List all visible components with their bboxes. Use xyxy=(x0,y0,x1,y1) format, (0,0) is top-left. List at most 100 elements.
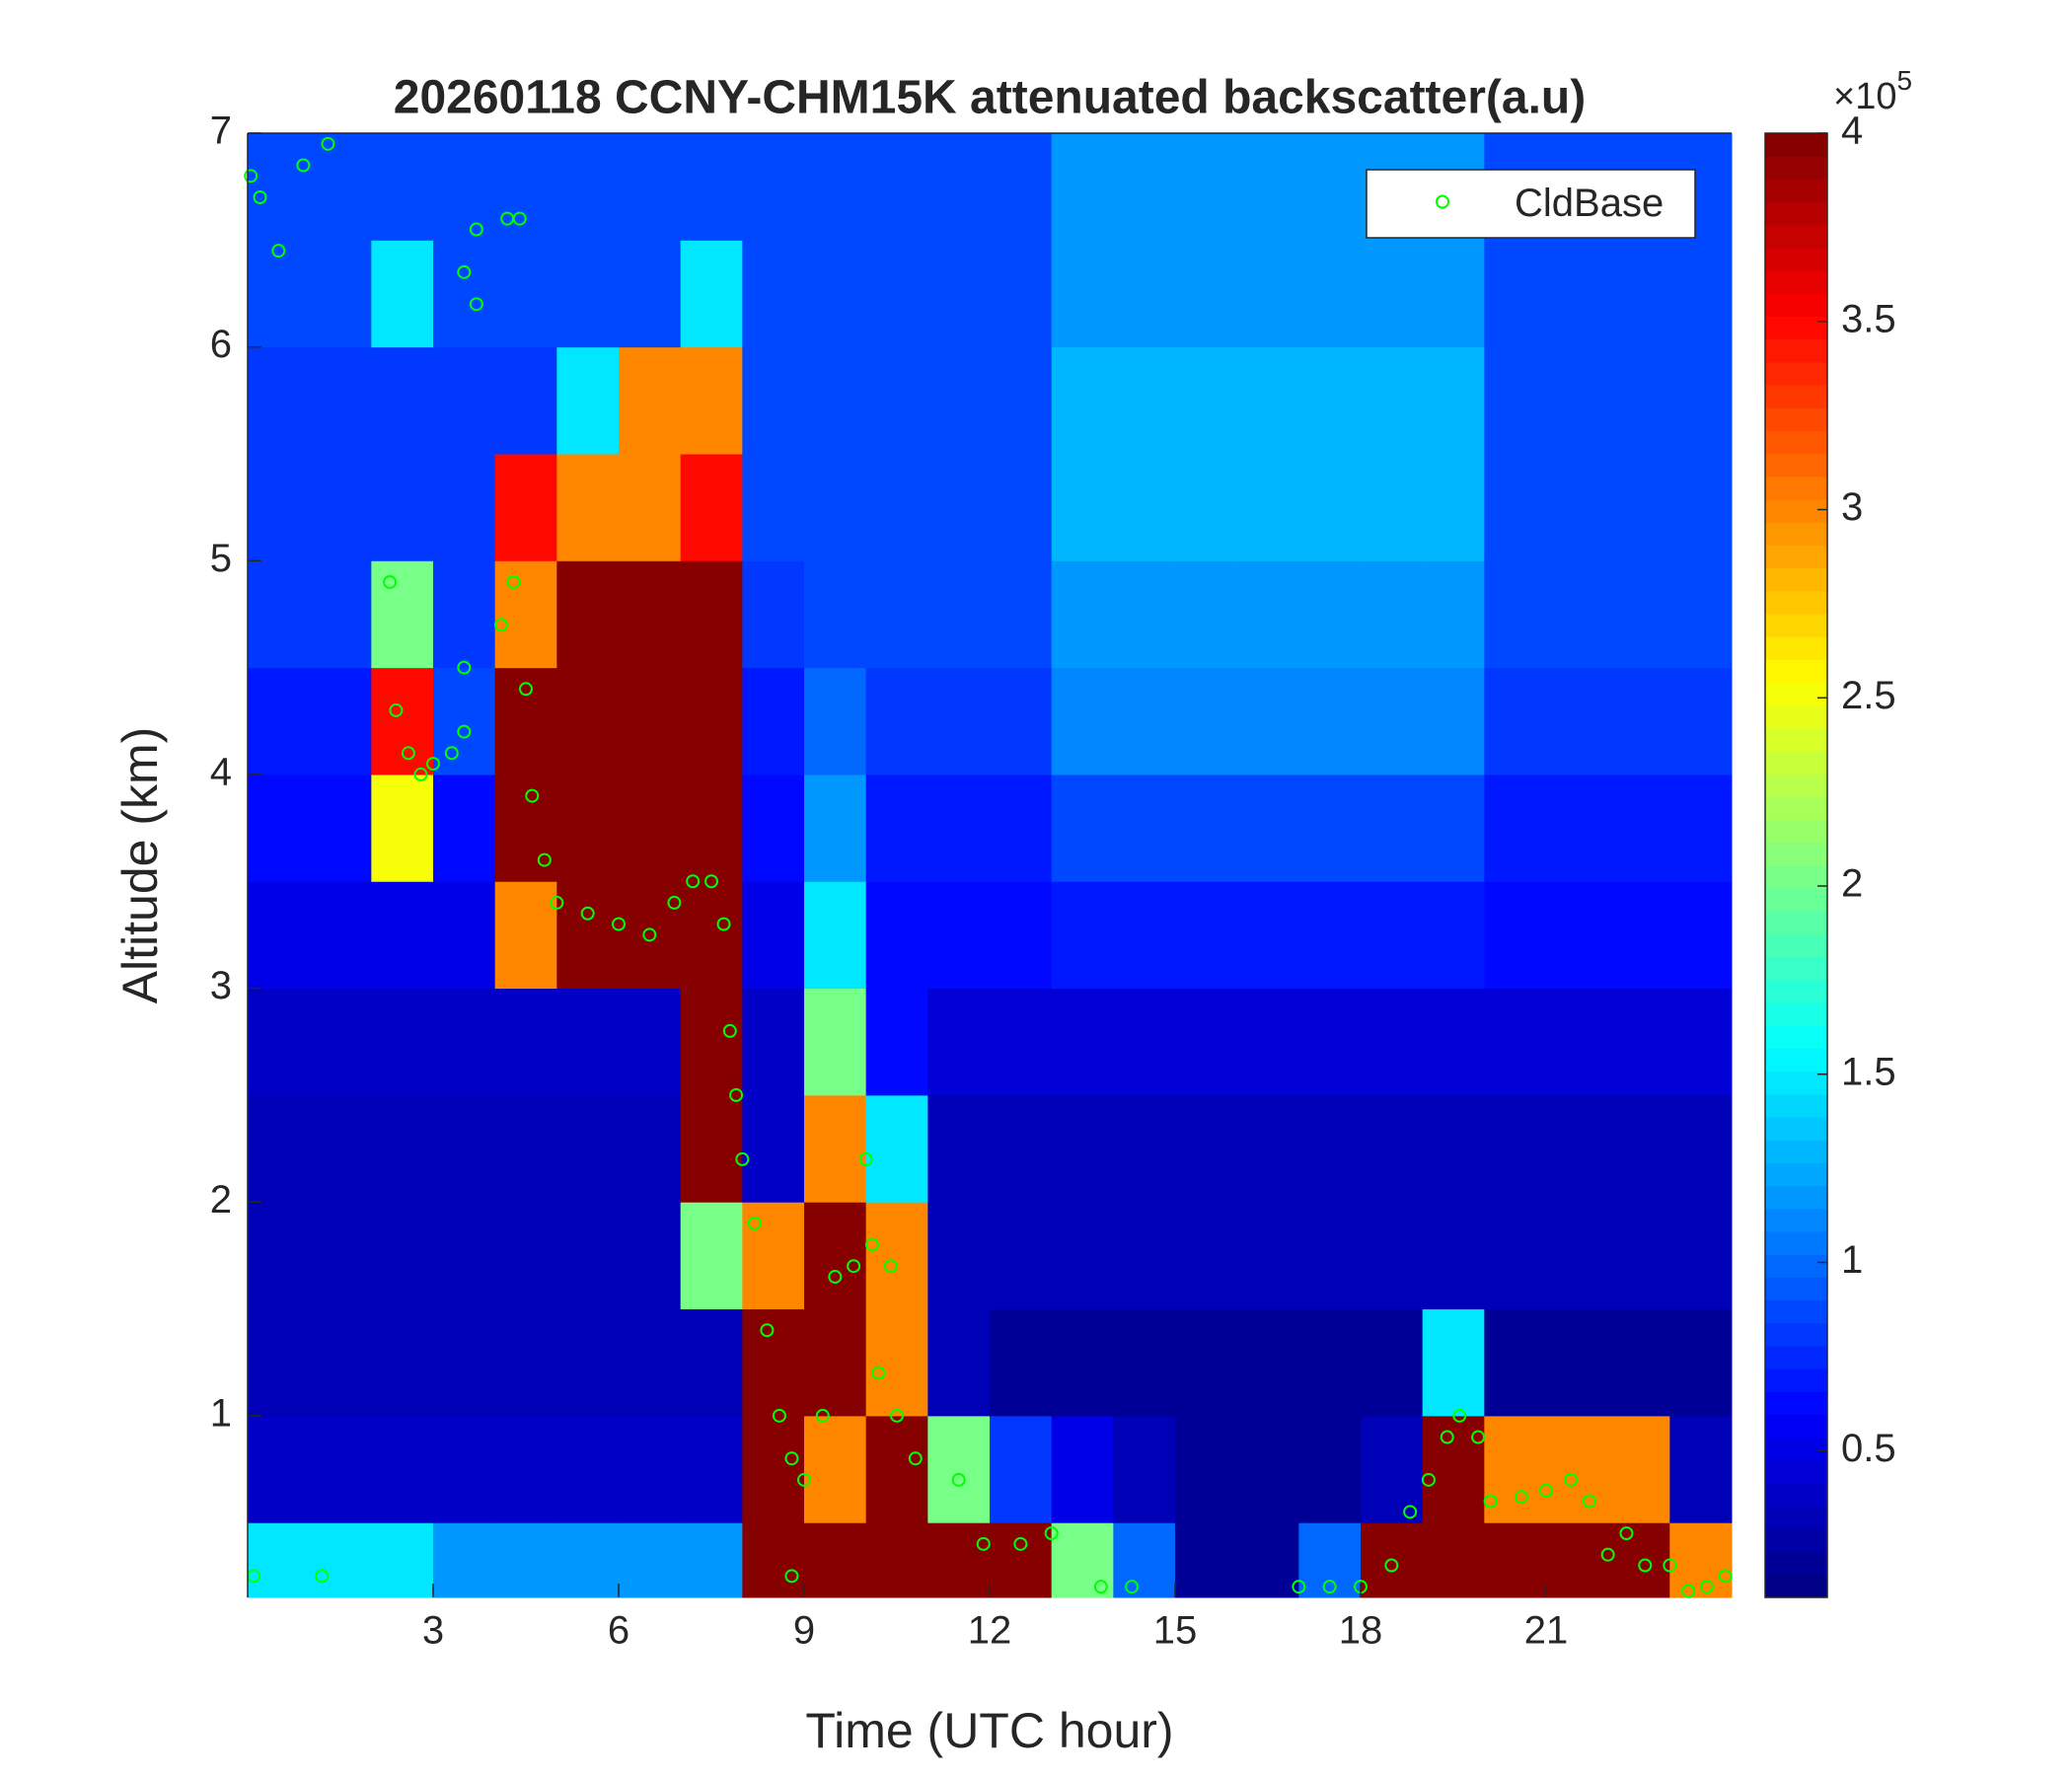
heatmap-cell xyxy=(1113,1522,1176,1598)
heatmap-cell xyxy=(309,988,372,1096)
heatmap-cell xyxy=(1175,240,1238,348)
cloud-base-point xyxy=(271,244,286,259)
heatmap-cell xyxy=(1236,1522,1299,1598)
heatmap-cell xyxy=(1361,1415,1424,1523)
heatmap-cell xyxy=(1546,1415,1609,1523)
heatmap-cell xyxy=(494,453,557,561)
heatmap-cell xyxy=(1607,1094,1670,1203)
cloud-base-point xyxy=(890,1408,904,1423)
heatmap-cell xyxy=(371,1202,434,1310)
cloud-base-point xyxy=(784,1569,799,1584)
colorbar-segment xyxy=(1765,1093,1827,1118)
y-tick-label: 1 xyxy=(210,1391,232,1435)
colorbar-segment xyxy=(1765,842,1827,866)
colorbar-segment xyxy=(1765,224,1827,249)
heatmap-cell xyxy=(742,1415,805,1523)
heatmap-cell xyxy=(494,133,557,241)
cloud-base-point xyxy=(1663,1558,1677,1573)
heatmap-cell xyxy=(1298,881,1362,990)
cloud-base-point xyxy=(550,895,564,910)
heatmap-cell xyxy=(1175,1308,1238,1417)
heatmap-cell xyxy=(1051,560,1114,669)
heatmap-cell xyxy=(927,774,991,882)
cloud-base-point xyxy=(1013,1536,1028,1551)
heatmap-cell xyxy=(742,1308,805,1417)
heatmap-cell xyxy=(1051,453,1114,561)
heatmap-cell xyxy=(1669,667,1733,776)
colorbar-segment xyxy=(1765,1071,1827,1095)
cloud-base-point xyxy=(1471,1430,1486,1444)
heatmap-cell xyxy=(433,1308,496,1417)
heatmap-cell xyxy=(619,988,682,1096)
colorbar-frame xyxy=(1764,132,1828,1598)
heatmap-cell xyxy=(248,560,311,669)
heatmap-cell xyxy=(309,1094,372,1203)
heatmap-cell xyxy=(1361,881,1424,990)
heatmap-cell xyxy=(248,1522,311,1598)
heatmap-cell xyxy=(865,988,928,1096)
heatmap-cell xyxy=(1484,881,1547,990)
cloud-base-point xyxy=(253,189,267,204)
heatmap-cell xyxy=(1298,1522,1362,1598)
heatmap-cell xyxy=(927,346,991,455)
heatmap-cell xyxy=(433,346,496,455)
cloud-base-point xyxy=(729,1087,744,1102)
heatmap-cell xyxy=(1546,774,1609,882)
heatmap-cell xyxy=(1669,453,1733,561)
heatmap-cell xyxy=(680,1094,743,1203)
cloud-base-point xyxy=(383,574,398,589)
heatmap-cell xyxy=(1361,1202,1424,1310)
heatmap-cell xyxy=(680,1415,743,1523)
heatmap-cell xyxy=(804,133,867,241)
heatmap-cell xyxy=(1298,1202,1362,1310)
heatmap-cell xyxy=(804,1308,867,1417)
heatmap-cell xyxy=(619,1415,682,1523)
colorbar-segment xyxy=(1765,1322,1827,1347)
heatmap-cell xyxy=(1607,881,1670,990)
cloud-base-point xyxy=(847,1259,861,1274)
heatmap-cell xyxy=(1113,346,1176,455)
heatmap-cell xyxy=(309,453,372,561)
heatmap-cell xyxy=(1236,346,1299,455)
heatmap-cell xyxy=(556,667,620,776)
cloud-base-point xyxy=(722,1023,737,1038)
colorbar-tick-label: 4 xyxy=(1841,110,1863,153)
heatmap-cell xyxy=(990,881,1053,990)
heatmap-cell xyxy=(433,240,496,348)
heatmap-cell xyxy=(619,346,682,455)
colorbar-segment xyxy=(1765,293,1827,317)
heatmap-cell xyxy=(1113,1202,1176,1310)
colorbar-segment xyxy=(1765,156,1827,180)
colorbar-segment xyxy=(1765,888,1827,912)
cloud-base-point xyxy=(1638,1558,1653,1573)
heatmap-cell xyxy=(494,1202,557,1310)
heatmap-cell xyxy=(1175,988,1238,1096)
heatmap-cell xyxy=(1298,1308,1362,1417)
cloud-base-point xyxy=(864,1237,879,1252)
cloud-base-point xyxy=(444,746,459,761)
heatmap-cell xyxy=(865,774,928,882)
heatmap-cell xyxy=(1051,881,1114,990)
heatmap-cell xyxy=(556,988,620,1096)
heatmap-cell xyxy=(927,667,991,776)
heatmap-cell xyxy=(248,774,311,882)
y-axis-label: Altitude (km) xyxy=(112,727,168,1004)
cloud-base-point xyxy=(815,1408,830,1423)
heatmap-cell xyxy=(309,240,372,348)
heatmap-cell xyxy=(990,133,1053,241)
heatmap-cell xyxy=(865,453,928,561)
heatmap-cell xyxy=(1298,453,1362,561)
heatmap-cell xyxy=(1607,667,1670,776)
heatmap-cell xyxy=(1298,667,1362,776)
heatmap-cell xyxy=(556,774,620,882)
axes: 3 6 9 12 15 18 2112345670.511.522.533.54CldBas… xyxy=(210,110,1896,1653)
heatmap-cell xyxy=(1051,988,1114,1096)
heatmap-cell xyxy=(494,1415,557,1523)
heatmap-cell xyxy=(1051,240,1114,348)
heatmap-cell xyxy=(990,1522,1053,1598)
heatmap-cell xyxy=(248,881,311,990)
heatmap-cell xyxy=(1669,988,1733,1096)
heatmap-cell xyxy=(619,453,682,561)
heatmap-cell xyxy=(927,240,991,348)
heatmap-cell xyxy=(433,1522,496,1598)
